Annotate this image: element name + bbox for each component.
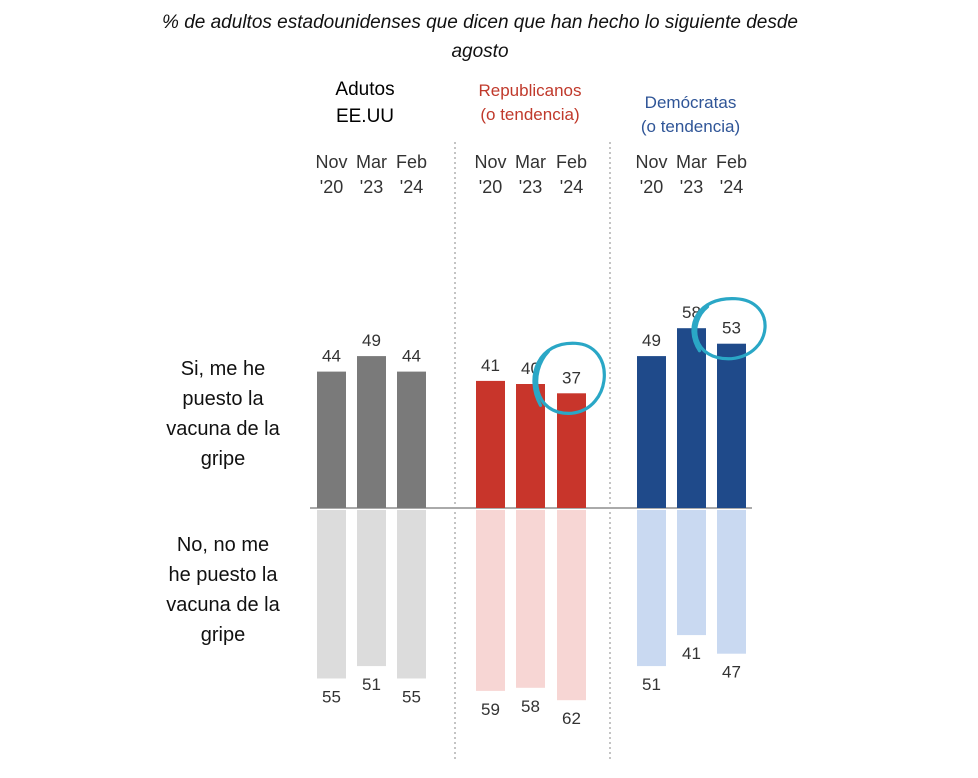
bar-yes-democrats-mar23: [677, 328, 706, 508]
bar-yes-adults-nov20: [317, 371, 346, 508]
tick-label-adults-nov20-line2: '20: [320, 177, 343, 197]
tick-label-republicans-nov20-line2: '20: [479, 177, 502, 197]
data-label-yes-adults-nov20: 44: [322, 347, 341, 366]
group-label-democrats-line2: (o tendencia): [640, 117, 741, 136]
data-label-yes-adults-mar23: 49: [362, 331, 381, 350]
data-label-no-democrats-mar23: 41: [682, 644, 701, 663]
data-label-no-adults-nov20: 55: [322, 688, 341, 707]
bar-yes-adults-feb24: [397, 371, 426, 508]
data-label-no-republicans-feb24: 62: [562, 709, 581, 728]
bar-no-adults-nov20: [317, 510, 346, 679]
bar-yes-democrats-feb24: [717, 343, 746, 508]
tick-label-republicans-nov20-line1: Nov: [474, 152, 506, 172]
data-label-yes-adults-feb24: 44: [402, 347, 421, 366]
row-label-no-line4: gripe: [200, 624, 246, 646]
tick-label-adults-mar23-line2: '23: [360, 177, 383, 197]
data-label-yes-republicans-feb24: 37: [562, 368, 581, 387]
row-label-no-line3: vacuna de la: [166, 594, 280, 616]
highlight-circle-1: [532, 341, 606, 415]
bar-no-adults-feb24: [397, 510, 426, 679]
bar-no-democrats-mar23: [677, 510, 706, 636]
group-label-adults: Adutos EE.UU: [300, 76, 430, 130]
group-label-adults-line1: Adutos: [335, 79, 395, 100]
group-label-republicans-line2: (o tendencia): [480, 105, 580, 124]
data-label-yes-republicans-nov20: 41: [481, 356, 500, 375]
bar-no-adults-mar23: [357, 510, 386, 667]
group-label-democrats: Demócratas (o tendencia): [618, 91, 763, 139]
bar-no-republicans-nov20: [476, 510, 505, 691]
title-line-2: agosto: [451, 41, 509, 62]
data-label-no-adults-mar23: 51: [362, 675, 381, 694]
group-label-democrats-line1: Demócratas: [644, 93, 737, 112]
tick-label-adults-nov20-line1: Nov: [315, 152, 347, 172]
bar-yes-democrats-nov20: [637, 356, 666, 508]
row-label-no: No, no me he puesto la vacuna de la grip…: [138, 530, 308, 650]
tick-label-adults-feb24-line2: '24: [400, 177, 423, 197]
tick-label-republicans-mar23-line2: '23: [519, 177, 542, 197]
row-label-no-line2: he puesto la: [168, 564, 278, 586]
row-label-no-line1: No, no me: [176, 534, 270, 556]
bar-yes-adults-mar23: [357, 356, 386, 508]
tick-label-republicans-mar23-line1: Mar: [515, 152, 546, 172]
data-label-no-democrats-nov20: 51: [642, 675, 661, 694]
group-label-republicans: Republicanos (o tendencia): [455, 79, 605, 127]
group-label-adults-line2: EE.UU: [335, 106, 395, 127]
tick-label-democrats-mar23-line2: '23: [680, 177, 703, 197]
tick-label-democrats-feb24-line1: Feb: [716, 152, 747, 172]
bar-no-republicans-mar23: [516, 510, 545, 688]
chart-title: % de adultos estadounidenses que dicen q…: [0, 8, 960, 66]
tick-label-democrats-feb24-line2: '24: [720, 177, 743, 197]
title-line-1: % de adultos estadounidenses que dicen q…: [162, 12, 798, 33]
bar-no-republicans-feb24: [557, 510, 586, 701]
highlight-circle-2: [691, 297, 767, 361]
tick-label-republicans-feb24-line1: Feb: [556, 152, 587, 172]
row-label-yes-line4: gripe: [200, 448, 246, 470]
row-label-yes: Si, me he puesto la vacuna de la gripe: [138, 354, 308, 474]
data-label-yes-democrats-nov20: 49: [642, 331, 661, 350]
tick-label-democrats-nov20-line1: Nov: [635, 152, 667, 172]
data-label-no-republicans-mar23: 58: [521, 697, 540, 716]
tick-label-adults-mar23-line1: Mar: [356, 152, 387, 172]
data-label-no-democrats-feb24: 47: [722, 663, 741, 682]
bar-no-democrats-nov20: [637, 510, 666, 667]
row-label-yes-line2: puesto la: [182, 388, 264, 410]
group-label-republicans-line1: Republicanos: [478, 81, 582, 100]
data-label-no-adults-feb24: 55: [402, 688, 421, 707]
row-label-yes-line1: Si, me he: [180, 358, 266, 380]
tick-label-republicans-feb24-line2: '24: [560, 177, 583, 197]
data-label-yes-democrats-feb24: 53: [722, 319, 741, 338]
data-label-no-republicans-nov20: 59: [481, 700, 500, 719]
tick-label-democrats-mar23-line1: Mar: [676, 152, 707, 172]
bar-yes-republicans-nov20: [476, 380, 505, 508]
tick-label-adults-feb24-line1: Feb: [396, 152, 427, 172]
tick-label-democrats-nov20-line2: '20: [640, 177, 663, 197]
bar-no-democrats-feb24: [717, 510, 746, 654]
row-label-yes-line3: vacuna de la: [166, 418, 280, 440]
